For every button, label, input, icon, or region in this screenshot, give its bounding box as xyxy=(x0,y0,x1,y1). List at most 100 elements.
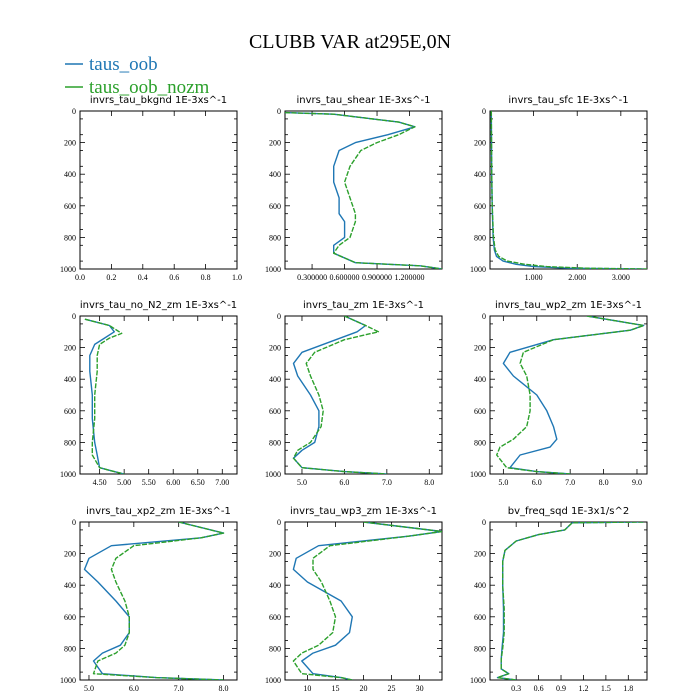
series-line-taus-oob-nozm xyxy=(496,316,645,474)
panel-title: invrs_tau_sfc 1E-3xs^-1 xyxy=(508,95,628,106)
y-tick-label: 600 xyxy=(269,202,281,211)
plot-frame xyxy=(284,110,443,270)
series-line-taus-oob xyxy=(84,318,125,474)
y-tick-label: 200 xyxy=(474,139,486,148)
panel-title: bv_freq_sqd 1E-3x1/s^2 xyxy=(508,506,630,517)
y-tick-label: 800 xyxy=(269,438,281,447)
x-tick-label: 0.900000 xyxy=(362,273,392,282)
x-tick-label: 5.50 xyxy=(142,478,156,487)
series-line-taus-oob-nozm xyxy=(496,522,644,680)
x-tick-label: 7.0 xyxy=(174,684,184,693)
x-tick-label: 2.000 xyxy=(568,273,586,282)
x-tick-label: 25 xyxy=(388,684,396,693)
panel-title: invrs_tau_shear 1E-3xs^-1 xyxy=(297,95,431,106)
y-tick-label: 1000 xyxy=(265,676,281,685)
y-tick-label: 200 xyxy=(474,344,486,353)
y-tick-label: 800 xyxy=(269,644,281,653)
x-tick-label: 1.0 xyxy=(232,273,242,282)
y-tick-label: 0 xyxy=(72,518,76,527)
x-tick-label: 4.50 xyxy=(93,478,107,487)
x-tick-label: 0.2 xyxy=(106,273,116,282)
panel-title: invrs_tau_bkgnd 1E-3xs^-1 xyxy=(90,95,227,106)
panel-9: bv_freq_sqd 1E-3x1/s^2 0 200 400 600 800 1000 0… xyxy=(470,506,648,693)
y-tick-label: 1000 xyxy=(265,470,281,479)
x-tick-label: 30 xyxy=(416,684,424,693)
y-tick-label: 1000 xyxy=(60,676,76,685)
plot-frame xyxy=(79,110,238,270)
x-tick-label: 5.00 xyxy=(117,478,131,487)
y-tick-label: 400 xyxy=(269,375,281,384)
y-tick-label: 800 xyxy=(474,644,486,653)
y-tick-label: 0 xyxy=(72,312,76,321)
y-tick-label: 0 xyxy=(482,107,486,116)
y-tick-label: 600 xyxy=(269,613,281,622)
y-tick-label: 400 xyxy=(64,170,76,179)
y-tick-label: 600 xyxy=(474,407,486,416)
x-tick-label: 3.000 xyxy=(612,273,630,282)
x-tick-label: 8.0 xyxy=(424,478,434,487)
x-tick-label: 5.0 xyxy=(297,478,307,487)
y-tick-label: 400 xyxy=(64,375,76,384)
series-line-taus-oob xyxy=(292,522,442,680)
y-tick-label: 400 xyxy=(474,375,486,384)
series-line-taus-oob xyxy=(83,522,225,680)
x-tick-label: 6.0 xyxy=(339,478,349,487)
y-tick-label: 1000 xyxy=(60,470,76,479)
x-tick-label: 1.200000 xyxy=(395,273,425,282)
legend: taus_oob taus_oob_nozm xyxy=(65,54,210,98)
plot-frame xyxy=(489,521,648,681)
x-tick-label: 6.50 xyxy=(191,478,205,487)
x-tick-label: 20 xyxy=(360,684,368,693)
x-tick-label: 1.8 xyxy=(623,684,633,693)
x-tick-label: 6.00 xyxy=(166,478,180,487)
x-tick-label: 9.0 xyxy=(632,478,642,487)
x-tick-label: 6.0 xyxy=(532,478,542,487)
panel-4: invrs_tau_no_N2_zm 1E-3xs^-1 0 200 400 600 80… xyxy=(60,300,238,487)
y-tick-label: 600 xyxy=(64,202,76,211)
x-tick-label: 0.300000 xyxy=(297,273,327,282)
panel-2: invrs_tau_shear 1E-3xs^-1 0 200 400 600 800 10… xyxy=(265,95,443,282)
y-tick-label: 600 xyxy=(64,407,76,416)
y-tick-label: 0 xyxy=(482,518,486,527)
x-tick-label: 0.600000 xyxy=(330,273,360,282)
y-tick-label: 200 xyxy=(474,550,486,559)
x-tick-label: 0.4 xyxy=(138,273,148,282)
x-tick-label: 5.0 xyxy=(84,684,94,693)
y-tick-label: 600 xyxy=(64,613,76,622)
x-tick-label: 0.3 xyxy=(511,684,521,693)
panel-grid: invrs_tau_bkgnd 1E-3xs^-1020040060080010… xyxy=(60,95,648,693)
x-tick-label: 0.9 xyxy=(556,684,566,693)
x-tick-label: 1.2 xyxy=(578,684,588,693)
legend-label-taus-oob-nozm: taus_oob_nozm xyxy=(89,77,210,98)
y-tick-label: 200 xyxy=(64,344,76,353)
y-tick-label: 800 xyxy=(474,233,486,242)
x-tick-label: 1.5 xyxy=(601,684,611,693)
panel-3: invrs_tau_sfc 1E-3xs^-1 0 200 400 600 800 1000… xyxy=(470,95,648,282)
series-line-taus-oob xyxy=(490,111,643,269)
series-line-taus-oob-nozm xyxy=(490,111,647,269)
x-tick-label: 8.0 xyxy=(599,478,609,487)
series-line-taus-oob-nozm xyxy=(292,522,442,680)
y-tick-label: 0 xyxy=(482,312,486,321)
y-tick-label: 1000 xyxy=(470,265,486,274)
y-tick-label: 200 xyxy=(269,344,281,353)
series-line-taus-oob-nozm xyxy=(292,316,387,474)
x-tick-label: 8.0 xyxy=(219,684,229,693)
y-tick-label: 1000 xyxy=(470,470,486,479)
y-tick-label: 600 xyxy=(474,613,486,622)
y-tick-label: 0 xyxy=(72,107,76,116)
panel-7: invrs_tau_xp2_zm 1E-3xs^-1 0 200 400 600 800 1… xyxy=(60,506,238,693)
series-line-taus-oob-nozm xyxy=(84,318,125,474)
x-tick-label: 7.00 xyxy=(215,478,229,487)
panel-title: invrs_tau_no_N2_zm 1E-3xs^-1 xyxy=(80,300,237,311)
x-tick-label: 6.0 xyxy=(129,684,139,693)
panel-1: invrs_tau_bkgnd 1E-3xs^-1 0 200 400 600 800 10… xyxy=(60,95,242,282)
y-tick-label: 600 xyxy=(269,407,281,416)
y-tick-label: 200 xyxy=(269,139,281,148)
plot-frame xyxy=(284,315,443,475)
panel-title: invrs_tau_xp2_zm 1E-3xs^-1 xyxy=(86,506,231,517)
x-tick-label: 0.8 xyxy=(201,273,211,282)
series-line-taus-oob xyxy=(496,522,644,680)
series-line-taus-oob-nozm xyxy=(285,111,442,269)
y-tick-label: 800 xyxy=(64,644,76,653)
